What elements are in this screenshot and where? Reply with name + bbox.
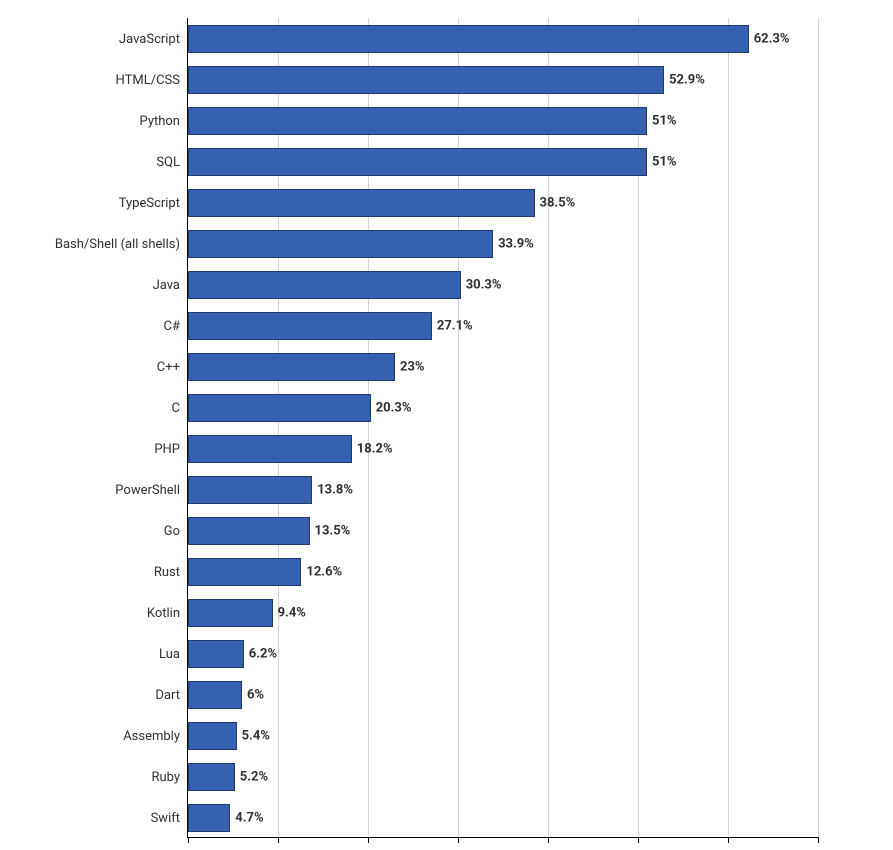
bar-row: Bash/Shell (all shells)33.9% <box>188 230 818 258</box>
bar-label: Assembly <box>123 729 180 744</box>
gridline <box>548 18 549 837</box>
bar-value: 30.3% <box>466 278 502 293</box>
bar-row: Lua6.2% <box>188 640 818 668</box>
bar-label: JavaScript <box>119 32 180 47</box>
bar-row: PHP18.2% <box>188 435 818 463</box>
bar-label: SQL <box>156 155 180 170</box>
bar[interactable]: 62.3% <box>188 25 749 53</box>
bar-row: Java30.3% <box>188 271 818 299</box>
axis-tick <box>548 837 549 843</box>
bar-row: PowerShell13.8% <box>188 476 818 504</box>
bar-value: 33.9% <box>498 237 534 252</box>
bar-label: Bash/Shell (all shells) <box>55 237 180 252</box>
bar-row: Swift4.7% <box>188 804 818 832</box>
bar-label: Kotlin <box>147 606 180 621</box>
bar-value: 4.7% <box>235 811 263 826</box>
axis-tick <box>458 837 459 843</box>
bar[interactable]: 6% <box>188 681 242 709</box>
bar[interactable]: 9.4% <box>188 599 273 627</box>
bar[interactable]: 20.3% <box>188 394 371 422</box>
bar-value: 27.1% <box>437 319 473 334</box>
bar-value: 13.5% <box>315 524 351 539</box>
bar-value: 23% <box>400 360 425 375</box>
bar[interactable]: 33.9% <box>188 230 493 258</box>
gridline <box>278 18 279 837</box>
bar-row: C20.3% <box>188 394 818 422</box>
axis-tick <box>728 837 729 843</box>
bar-value: 18.2% <box>357 442 393 457</box>
bar-row: TypeScript38.5% <box>188 189 818 217</box>
bar-row: Kotlin9.4% <box>188 599 818 627</box>
bar-value: 5.2% <box>240 770 268 785</box>
axis-tick <box>278 837 279 843</box>
bar[interactable]: 52.9% <box>188 66 664 94</box>
gridline <box>728 18 729 837</box>
bar-value: 38.5% <box>540 196 576 211</box>
bar[interactable]: 30.3% <box>188 271 461 299</box>
bar-value: 20.3% <box>376 401 412 416</box>
bar-label: Dart <box>155 688 180 703</box>
gridline <box>368 18 369 837</box>
bar-label: Ruby <box>151 770 180 785</box>
bar-value: 51% <box>652 114 677 129</box>
axis-tick <box>368 837 369 843</box>
bar-row: C#27.1% <box>188 312 818 340</box>
bar-value: 9.4% <box>278 606 306 621</box>
bar-label: PowerShell <box>115 483 180 498</box>
bar-row: Ruby5.2% <box>188 763 818 791</box>
bar-label: Java <box>153 278 180 293</box>
bar-label: C <box>172 401 180 416</box>
bar[interactable]: 5.2% <box>188 763 235 791</box>
gridline <box>818 18 819 837</box>
bar[interactable]: 5.4% <box>188 722 237 750</box>
bar-label: Go <box>164 524 180 539</box>
bar[interactable]: 27.1% <box>188 312 432 340</box>
bar[interactable]: 38.5% <box>188 189 535 217</box>
axis-tick <box>638 837 639 843</box>
bar-value: 6.2% <box>249 647 277 662</box>
bar-label: C# <box>164 319 180 334</box>
bar-row: SQL51% <box>188 148 818 176</box>
bar[interactable]: 23% <box>188 353 395 381</box>
chart-container: JavaScript62.3%HTML/CSS52.9%Python51%SQL… <box>20 18 873 840</box>
bar-row: Python51% <box>188 107 818 135</box>
bar[interactable]: 51% <box>188 148 647 176</box>
bar-value: 62.3% <box>754 32 790 47</box>
plot-area: JavaScript62.3% HTML/CSS52.9% Python51% SQL… <box>187 18 818 838</box>
bar-label: Swift <box>151 811 180 826</box>
bar-value: 5.4% <box>242 729 270 744</box>
bar-row: C++23% <box>188 353 818 381</box>
bar-label: HTML/CSS <box>116 73 180 88</box>
bar-label: Python <box>140 114 180 129</box>
gridline <box>638 18 639 837</box>
bar-row: JavaScript62.3% <box>188 25 818 53</box>
bar[interactable]: 4.7% <box>188 804 230 832</box>
bar-row: HTML/CSS52.9% <box>188 66 818 94</box>
bar[interactable]: 51% <box>188 107 647 135</box>
bar-label: PHP <box>154 442 180 457</box>
bar[interactable]: 13.5% <box>188 517 310 545</box>
bar-value: 12.6% <box>306 565 342 580</box>
bar[interactable]: 13.8% <box>188 476 312 504</box>
axis-tick <box>818 837 819 843</box>
axis-tick <box>188 837 189 843</box>
bar-label: Rust <box>154 565 180 580</box>
bar-label: TypeScript <box>119 196 180 211</box>
bar-row: Go13.5% <box>188 517 818 545</box>
bar[interactable]: 6.2% <box>188 640 244 668</box>
bar-label: C++ <box>157 360 180 375</box>
bar-value: 13.8% <box>317 483 353 498</box>
bar-row: Rust12.6% <box>188 558 818 586</box>
bar-value: 51% <box>652 155 677 170</box>
bar-value: 6% <box>247 688 264 703</box>
bar-row: Assembly5.4% <box>188 722 818 750</box>
bar-label: Lua <box>159 647 180 662</box>
bar-row: Dart6% <box>188 681 818 709</box>
bar[interactable]: 12.6% <box>188 558 301 586</box>
gridline <box>458 18 459 837</box>
bar[interactable]: 18.2% <box>188 435 352 463</box>
bar-value: 52.9% <box>669 73 705 88</box>
